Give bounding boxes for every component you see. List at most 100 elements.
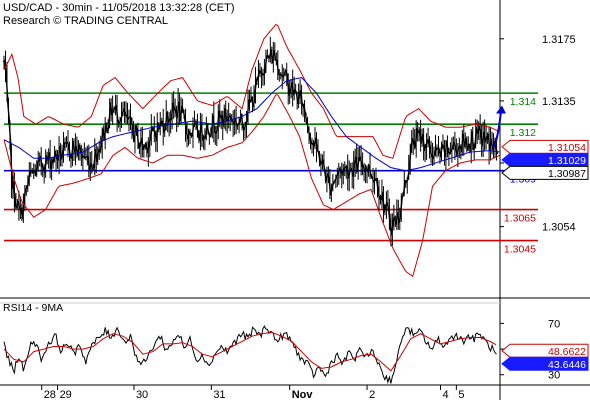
rsi-panel-title: RSI14 - 9MA	[3, 302, 63, 314]
candle-body	[37, 160, 39, 164]
candle-body	[496, 146, 498, 154]
candle-body	[274, 50, 276, 60]
bollinger-lower-line	[4, 95, 500, 276]
candle-body	[447, 141, 449, 152]
candle-body	[377, 179, 379, 193]
candle-body	[156, 123, 158, 141]
candle-body	[183, 111, 185, 119]
candle-body	[374, 179, 376, 182]
candle-body	[60, 146, 62, 159]
candle-body	[162, 121, 164, 132]
candle-body	[286, 70, 288, 76]
price-label-box: 1.30987	[502, 166, 588, 180]
time-tick-label: 2	[369, 389, 375, 400]
candle-body	[402, 195, 404, 197]
candle-body	[255, 79, 257, 98]
candle-body	[210, 134, 212, 137]
candle-body	[378, 193, 380, 198]
candle-body	[472, 132, 474, 150]
price-tick-label: 1.3054	[542, 222, 576, 234]
candle-body	[399, 216, 401, 223]
candle-body	[192, 124, 194, 136]
price-label-box-label: 1.31054	[548, 142, 586, 154]
rsi-value-box: 48.6622	[502, 344, 588, 358]
candle-body	[24, 189, 26, 198]
candle-body	[141, 138, 143, 149]
chart-subtitle: Research © TRADING CENTRAL	[3, 15, 168, 27]
forecast-arrow-head	[496, 106, 506, 114]
candle-body	[86, 156, 88, 157]
candle-body	[317, 150, 319, 152]
candle-body	[80, 149, 82, 158]
candle-body	[277, 60, 279, 74]
candle-body	[6, 75, 8, 101]
candle-body	[28, 170, 30, 181]
candle-body	[357, 158, 359, 172]
candle-body	[371, 176, 373, 178]
candle-body	[216, 129, 218, 134]
candle-body	[14, 181, 16, 206]
candle-body	[283, 74, 285, 77]
candle-body	[435, 149, 437, 153]
candle-body	[450, 150, 452, 154]
candle-body	[25, 188, 27, 189]
price-tick-label: 1.3175	[542, 34, 576, 46]
candle-body	[423, 134, 425, 151]
candle-body	[100, 145, 102, 152]
candle-body	[264, 72, 266, 75]
candle-body	[36, 163, 38, 175]
candle-body	[97, 149, 99, 162]
time-tick-label: 29	[60, 389, 72, 400]
candle-body	[119, 121, 121, 124]
candle-body	[426, 141, 428, 146]
candle-body	[30, 170, 32, 171]
candle-body	[247, 100, 249, 120]
candle-body	[336, 173, 338, 177]
candle-body	[22, 199, 24, 219]
candle-body	[475, 127, 477, 146]
candle-body	[159, 122, 161, 129]
time-tick-label: 4	[442, 389, 448, 400]
price-label-box-label: 1.31029	[548, 155, 586, 167]
candle-body	[391, 221, 393, 236]
candle-body	[63, 143, 65, 156]
level-label-0: 1.314	[510, 96, 536, 108]
candle-body	[433, 153, 435, 159]
candle-body	[113, 108, 115, 109]
candle-body	[265, 55, 267, 71]
candle-body	[246, 120, 248, 124]
price-label-box: 1.31029	[502, 153, 588, 167]
candle-body	[360, 157, 362, 167]
rsi-value-box: 43.6446	[502, 357, 588, 371]
candle-body	[323, 160, 325, 171]
candle-body	[67, 143, 69, 145]
candle-body	[42, 166, 44, 168]
candle-body	[131, 118, 133, 129]
price-tick-label: 1.3135	[542, 96, 576, 108]
candle-body	[344, 167, 346, 169]
level-label-3: 1.3065	[504, 213, 536, 225]
candle-body	[388, 209, 390, 226]
time-tick-label: 28	[44, 389, 56, 400]
candle-body	[116, 105, 118, 121]
candle-body	[332, 183, 334, 186]
candle-body	[353, 164, 355, 177]
chart-title: USD/CAD - 30min - 11/05/2018 13:32:28 (C…	[3, 2, 235, 14]
price-label-box: 1.31054	[502, 140, 588, 154]
candle-body	[457, 148, 459, 155]
candle-body	[298, 93, 300, 104]
candle-body	[409, 149, 411, 168]
candle-body	[387, 203, 389, 209]
candle-body	[27, 181, 29, 188]
rsi-value-box-label: 43.6446	[548, 359, 586, 371]
candle-body	[107, 126, 109, 133]
candle-body	[225, 109, 227, 121]
level-label-1: 1.312	[510, 127, 536, 139]
candle-body	[180, 106, 182, 121]
candle-body	[479, 126, 481, 133]
candle-body	[137, 130, 139, 148]
candle-body	[333, 181, 335, 184]
rsi-tick-label: 70	[548, 318, 560, 330]
